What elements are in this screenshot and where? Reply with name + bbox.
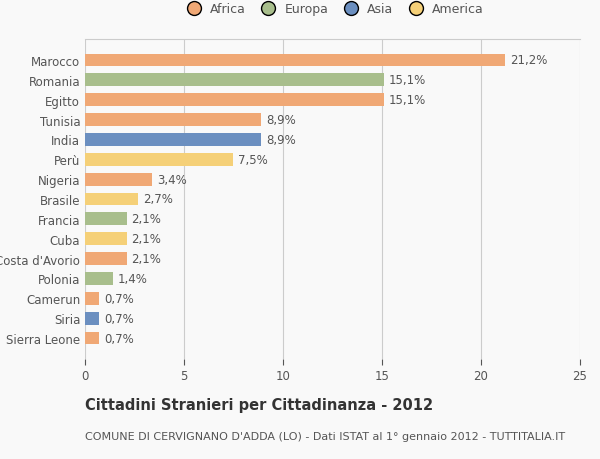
- Text: 8,9%: 8,9%: [266, 134, 296, 146]
- Text: 2,7%: 2,7%: [143, 193, 173, 206]
- Bar: [85, 174, 152, 186]
- Legend: Africa, Europa, Asia, America: Africa, Europa, Asia, America: [176, 0, 489, 21]
- Bar: [85, 55, 505, 67]
- Bar: [85, 332, 99, 345]
- Bar: [85, 153, 233, 166]
- Text: COMUNE DI CERVIGNANO D'ADDA (LO) - Dati ISTAT al 1° gennaio 2012 - TUTTITALIA.IT: COMUNE DI CERVIGNANO D'ADDA (LO) - Dati …: [85, 431, 565, 442]
- Bar: [85, 272, 113, 285]
- Text: 15,1%: 15,1%: [389, 74, 426, 87]
- Bar: [85, 312, 99, 325]
- Bar: [85, 213, 127, 226]
- Text: 21,2%: 21,2%: [510, 54, 547, 67]
- Text: 15,1%: 15,1%: [389, 94, 426, 107]
- Text: 3,4%: 3,4%: [157, 173, 187, 186]
- Text: 1,4%: 1,4%: [118, 272, 148, 285]
- Text: 8,9%: 8,9%: [266, 114, 296, 127]
- Bar: [85, 252, 127, 265]
- Bar: [85, 74, 384, 87]
- Text: Cittadini Stranieri per Cittadinanza - 2012: Cittadini Stranieri per Cittadinanza - 2…: [85, 397, 433, 412]
- Bar: [85, 233, 127, 246]
- Text: 2,1%: 2,1%: [131, 233, 161, 246]
- Bar: [85, 134, 261, 146]
- Text: 0,7%: 0,7%: [104, 292, 134, 305]
- Text: 0,7%: 0,7%: [104, 312, 134, 325]
- Text: 2,1%: 2,1%: [131, 213, 161, 226]
- Bar: [85, 193, 139, 206]
- Bar: [85, 94, 384, 107]
- Text: 2,1%: 2,1%: [131, 252, 161, 265]
- Text: 0,7%: 0,7%: [104, 332, 134, 345]
- Bar: [85, 114, 261, 127]
- Text: 7,5%: 7,5%: [238, 153, 268, 167]
- Bar: [85, 292, 99, 305]
